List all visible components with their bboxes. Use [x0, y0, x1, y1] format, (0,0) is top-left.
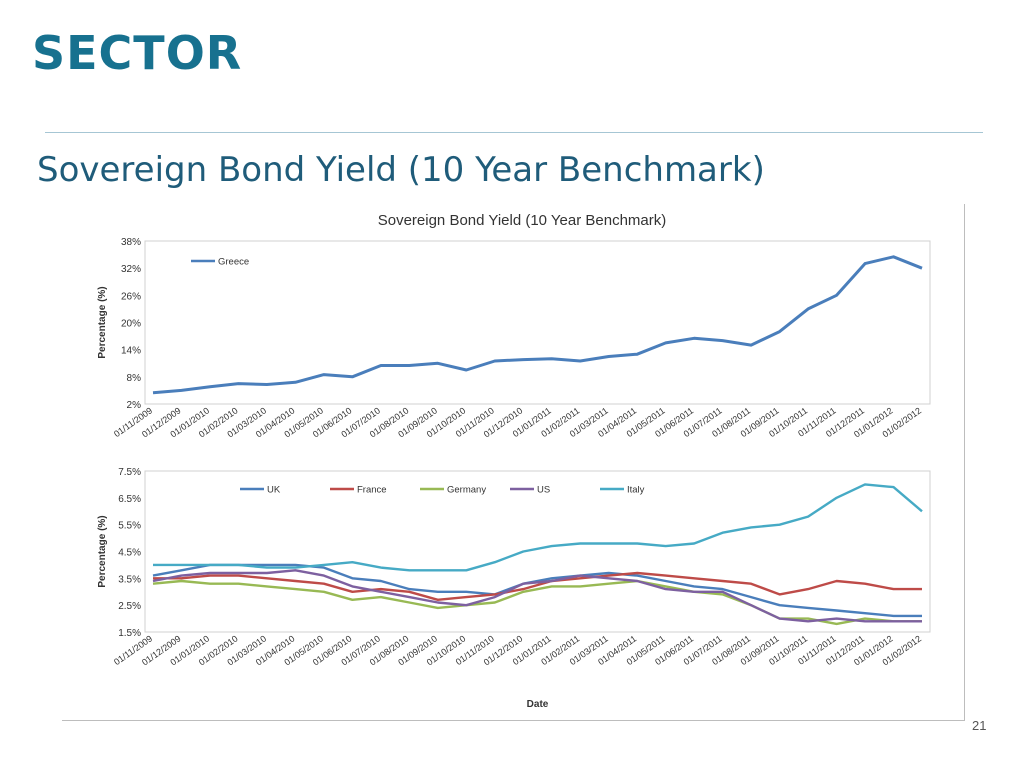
plot-area [144, 470, 931, 633]
y-tick-label: 3.5% [118, 574, 141, 585]
legend-label-us: US [537, 485, 550, 496]
brand-logo: SECTOR [32, 26, 243, 80]
series-line-germany [152, 579, 922, 626]
y-tick-label: 20% [121, 319, 141, 330]
chart-title: Sovereign Bond Yield (10 Year Benchmark) [378, 212, 667, 229]
y-tick-label: 26% [121, 291, 141, 302]
y-tick-label: 1.5% [118, 628, 141, 639]
y-axis-label: Percentage (%) [97, 286, 108, 358]
title-divider [45, 132, 983, 133]
series-line-italy [153, 483, 923, 572]
y-tick-label: 2% [127, 400, 142, 411]
legend-label-italy: Italy [627, 485, 645, 496]
y-tick-label: 38% [121, 237, 141, 248]
series-line-greece [152, 255, 923, 395]
y-tick-label: 14% [121, 346, 141, 357]
page-number: 21 [972, 718, 987, 733]
chart-svg: Sovereign Bond Yield (10 Year Benchmark)… [97, 212, 931, 710]
slide-title: Sovereign Bond Yield (10 Year Benchmark) [37, 150, 765, 190]
x-axis-label: Date [527, 699, 549, 710]
plot-area [144, 240, 931, 405]
legend-label-germany: Germany [447, 485, 486, 496]
g7-italy-yield-chart: 7.5%6.5%5.5%4.5%3.5%2.5%1.5%01/11/200901… [97, 467, 931, 710]
y-tick-label: 32% [121, 264, 141, 275]
legend-label-france: France [357, 485, 387, 496]
y-tick-label: 7.5% [118, 467, 141, 478]
y-axis-label: Percentage (%) [97, 515, 108, 587]
series-line-us [152, 569, 922, 623]
y-tick-label: 5.5% [118, 521, 141, 532]
greece-yield-chart: 38%32%26%20%14%8%2%01/11/200901/12/20090… [97, 237, 931, 439]
y-tick-label: 2.5% [118, 601, 141, 612]
legend-label-uk: UK [267, 485, 281, 496]
chart-frame: Sovereign Bond Yield (10 Year Benchmark)… [62, 204, 965, 721]
series-line-france [153, 571, 922, 601]
series-line-uk [152, 563, 922, 618]
y-tick-label: 4.5% [118, 548, 141, 559]
y-tick-label: 6.5% [118, 494, 141, 505]
y-tick-label: 8% [127, 373, 142, 384]
legend-label-greece: Greece [218, 257, 249, 268]
